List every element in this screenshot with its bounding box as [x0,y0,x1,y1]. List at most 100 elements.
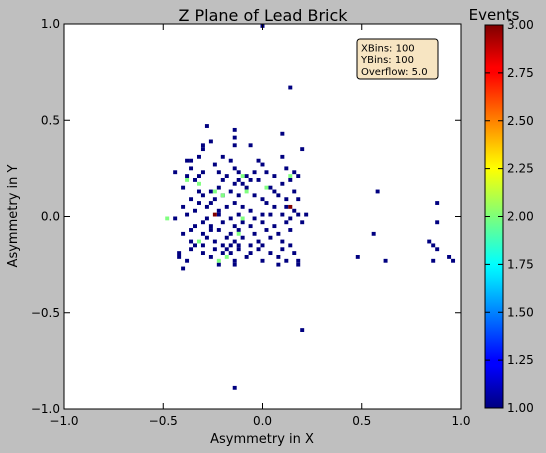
heatmap-bin [216,228,221,232]
heatmap-bin [204,204,209,209]
heatmap-bin [252,216,257,221]
heatmap-bin [232,239,237,244]
heatmap-bin [300,328,305,332]
heatmap-bin [193,224,197,229]
heatmap-bin [256,178,261,182]
heatmap-bin [260,258,265,263]
stats-box: XBins: 100 YBins: 100 Overflow: 5.0 [356,38,439,80]
colorbar-tick-label: 2.75 [507,66,534,80]
heatmap-bin [280,239,285,244]
heatmap-bin [288,216,293,221]
heatmap-bin [248,243,253,248]
heatmap-bin [284,197,289,202]
heatmap-bin [177,251,182,255]
heatmap-bin [260,212,265,217]
x-tick-label: 1.0 [451,414,470,428]
heatmap-bin [451,258,456,263]
heatmap-bin [355,255,360,259]
heatmap-bin [208,255,213,259]
heatmap-bin [284,220,289,225]
heatmap-bin [193,243,197,248]
heatmap-bin [375,189,380,194]
heatmap-bin [232,166,237,171]
heatmap-bin [185,158,190,163]
heatmap-bin [232,201,237,205]
heatmap-bin [240,174,245,178]
heatmap-bin [224,255,229,259]
heatmap-bin [181,266,186,271]
heatmap-bin [216,185,221,190]
heatmap-bin [260,220,265,225]
heatmap-bin [300,220,305,225]
colorbar: 1.00 1.25 1.50 1.75 2.00 2.25 2.50 2.75 3.00 Eve… [469,6,534,415]
heatmap-bin [272,174,277,178]
heatmap-bin [252,170,257,175]
heatmap-bin [212,247,217,252]
heatmap-bin [220,220,225,225]
chart-title: Z Plane of Lead Brick [178,6,348,25]
heatmap-bin [224,204,229,209]
heatmap-bin [220,193,225,198]
heatmap-bin [165,216,170,221]
heatmap-bin [196,174,201,178]
heatmap-bin [236,228,241,232]
heatmap-bin [228,189,233,194]
colorbar-tick-label: 2.25 [507,162,534,176]
heatmap-bin [196,239,201,244]
heatmap-bin [200,243,205,248]
heatmap-bin [296,258,301,263]
heatmap-bin [264,228,269,232]
colorbar-tick-label: 2.00 [507,210,534,224]
heatmap-bin [288,174,293,178]
heatmap-bin [189,158,194,163]
heatmap-bin [232,385,237,390]
heatmap-bin [292,251,297,255]
heatmap-bin [296,197,301,202]
heatmap-bin [196,201,201,205]
heatmap-bin [248,143,253,148]
heatmap-bin [371,231,376,236]
heatmap-bin [296,212,301,217]
heatmap-bin [276,255,281,259]
stats-box-line-xbins: XBins: 100 [361,44,415,55]
heatmap-bin [220,243,225,248]
heatmap-bin [208,228,213,232]
heatmap-bin [189,197,194,202]
heatmap-bin [185,212,190,217]
heatmap-bin [228,158,233,163]
heatmap-bin [189,228,194,232]
colorbar-label: Events [469,6,520,24]
heatmap-bin [240,181,245,186]
heatmap-bin [240,220,245,225]
heatmap-bin [185,174,190,178]
heatmap-bin [200,220,205,225]
heatmap-bin [280,181,285,186]
heatmap-bin [236,243,241,248]
heatmap-bin [220,154,225,159]
heatmap-bin [212,239,217,244]
heatmap-bin [268,185,273,190]
heatmap-bin [196,189,201,194]
heatmap-bin [220,251,225,255]
heatmap-bin [288,243,293,248]
heatmap-bin [292,208,297,213]
heatmap-bin [185,258,190,263]
heatmap-bin [248,178,253,182]
y-axis-label: Asymmetry in Y [6,165,21,268]
heatmap-bin [216,212,221,217]
heatmap-bin [200,231,205,236]
heatmap-bin [236,170,241,175]
plot-area: −1.0 −0.5 0.0 0.5 1.0 −1.0 −0.5 0.0 0.5 1.0 [31,17,471,428]
heatmap-bin [280,247,285,252]
axis-ticks: −1.0 −0.5 0.0 0.5 1.0 −1.0 −0.5 0.0 0.5 1.0 [31,17,471,428]
stats-box-line-ybins: YBins: 100 [360,55,414,66]
heatmap-bin [284,166,289,171]
heatmap-bin [185,178,190,182]
y-tick-label: −0.5 [31,306,60,320]
heatmap-bin [256,239,261,244]
heatmap-bin [244,174,249,178]
heatmap-bin [427,239,432,244]
heatmap-bin [232,135,237,140]
heatmap-bin [177,255,182,259]
